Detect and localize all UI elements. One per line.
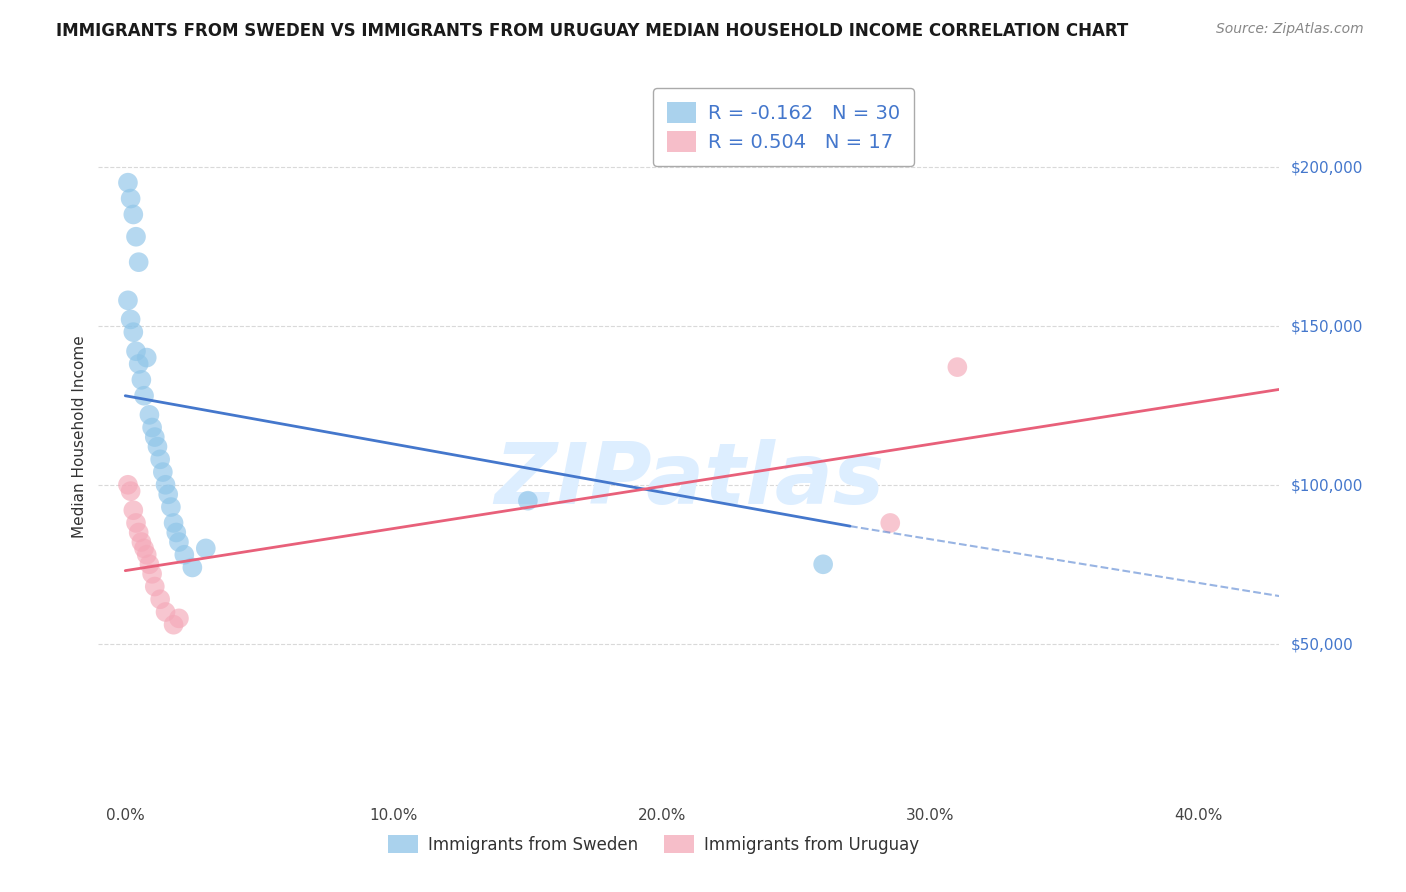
Point (146, 440, 169, 454)
Point (149, 592, 172, 607)
Point (162, 516, 184, 530)
Point (173, 548, 195, 562)
Point (131, 373, 153, 387)
Point (157, 487, 180, 501)
Point (117, 293, 139, 308)
Point (125, 516, 148, 530)
Point (138, 408, 160, 422)
Point (160, 500, 183, 514)
Point (132, 541, 155, 556)
Point (167, 611, 190, 625)
Point (120, 312, 142, 326)
Point (128, 357, 150, 371)
Point (120, 484, 142, 499)
Y-axis label: Median Household Income: Median Household Income (72, 335, 87, 539)
Point (135, 548, 157, 562)
Point (165, 525, 187, 540)
Point (946, 360, 969, 375)
Point (811, 558, 834, 572)
Legend: Immigrants from Sweden, Immigrants from Uruguay: Immigrants from Sweden, Immigrants from … (381, 829, 925, 860)
Point (128, 525, 150, 540)
Text: Source: ZipAtlas.com: Source: ZipAtlas.com (1216, 22, 1364, 37)
Point (879, 516, 901, 530)
Point (117, 176, 139, 190)
Point (117, 477, 139, 491)
Point (167, 535, 190, 549)
Point (155, 605, 177, 619)
Point (141, 420, 163, 434)
Point (125, 229, 148, 244)
Point (152, 465, 174, 479)
Point (516, 493, 538, 508)
Point (149, 452, 172, 467)
Point (141, 566, 163, 581)
Point (143, 430, 166, 444)
Point (122, 325, 145, 339)
Point (181, 560, 204, 574)
Point (120, 192, 142, 206)
Point (138, 558, 160, 572)
Point (194, 541, 217, 556)
Point (132, 389, 155, 403)
Point (155, 477, 177, 491)
Point (162, 617, 184, 632)
Point (135, 351, 157, 365)
Point (122, 503, 145, 517)
Point (143, 580, 166, 594)
Point (131, 535, 153, 549)
Point (122, 207, 145, 221)
Text: IMMIGRANTS FROM SWEDEN VS IMMIGRANTS FROM URUGUAY MEDIAN HOUSEHOLD INCOME CORREL: IMMIGRANTS FROM SWEDEN VS IMMIGRANTS FRO… (56, 22, 1129, 40)
Text: ZIPatlas: ZIPatlas (494, 440, 884, 523)
Point (128, 255, 150, 269)
Point (125, 344, 148, 359)
